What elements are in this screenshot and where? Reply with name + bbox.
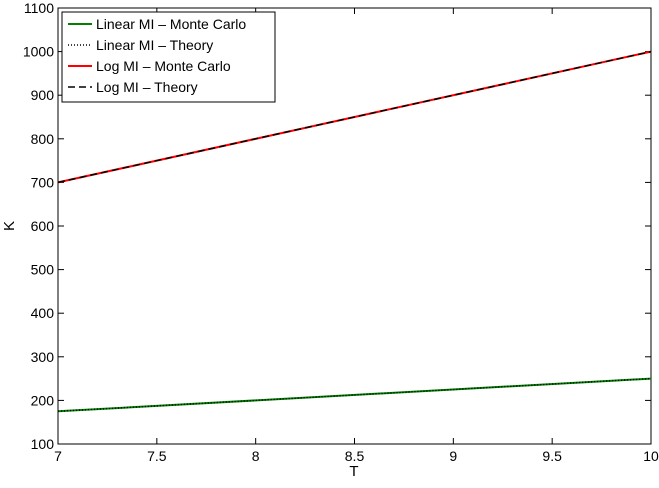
x-tick-label: 7.5 bbox=[147, 448, 167, 464]
y-axis-label: K bbox=[1, 221, 18, 231]
y-tick-label: 500 bbox=[31, 262, 55, 278]
y-tick-label: 100 bbox=[31, 436, 55, 452]
y-tick-label: 400 bbox=[31, 305, 55, 321]
x-tick-label: 9.5 bbox=[542, 448, 562, 464]
y-tick-label: 1000 bbox=[23, 44, 54, 60]
y-tick-label: 1100 bbox=[24, 0, 54, 16]
x-tick-label: 9 bbox=[449, 448, 457, 464]
y-tick-label: 700 bbox=[31, 174, 55, 190]
y-tick-label: 300 bbox=[31, 349, 55, 365]
x-tick-label: 7 bbox=[54, 448, 62, 464]
x-tick-label: 10 bbox=[643, 448, 659, 464]
legend: Linear MI – Monte Carlo Linear MI – Theor… bbox=[61, 11, 276, 103]
y-tick-label: 900 bbox=[31, 87, 55, 103]
x-tick-label: 8 bbox=[252, 448, 260, 464]
tick-layer: 7 7.5 8 8.5 9 9.5 10 100 200 300 400 500 600 700 800 90… bbox=[23, 0, 659, 464]
y-tick-label: 200 bbox=[31, 392, 55, 408]
legend-label-3: Log MI – Theory bbox=[96, 79, 198, 95]
legend-label-0: Linear MI – Monte Carlo bbox=[96, 16, 246, 32]
series-line-3 bbox=[57, 50, 652, 184]
legend-entries: Linear MI – Monte Carlo Linear MI – Theor… bbox=[68, 16, 246, 95]
x-tick-label: 8.5 bbox=[345, 448, 365, 464]
y-tick-label: 600 bbox=[31, 218, 55, 234]
legend-label-1: Linear MI – Theory bbox=[96, 37, 213, 53]
series-line-0 bbox=[57, 377, 652, 413]
legend-box bbox=[61, 11, 276, 103]
y-tick-label: 800 bbox=[31, 131, 55, 147]
legend-label-2: Log MI – Monte Carlo bbox=[96, 58, 231, 74]
series-layer bbox=[57, 50, 652, 413]
x-axis-label: T bbox=[349, 463, 358, 480]
